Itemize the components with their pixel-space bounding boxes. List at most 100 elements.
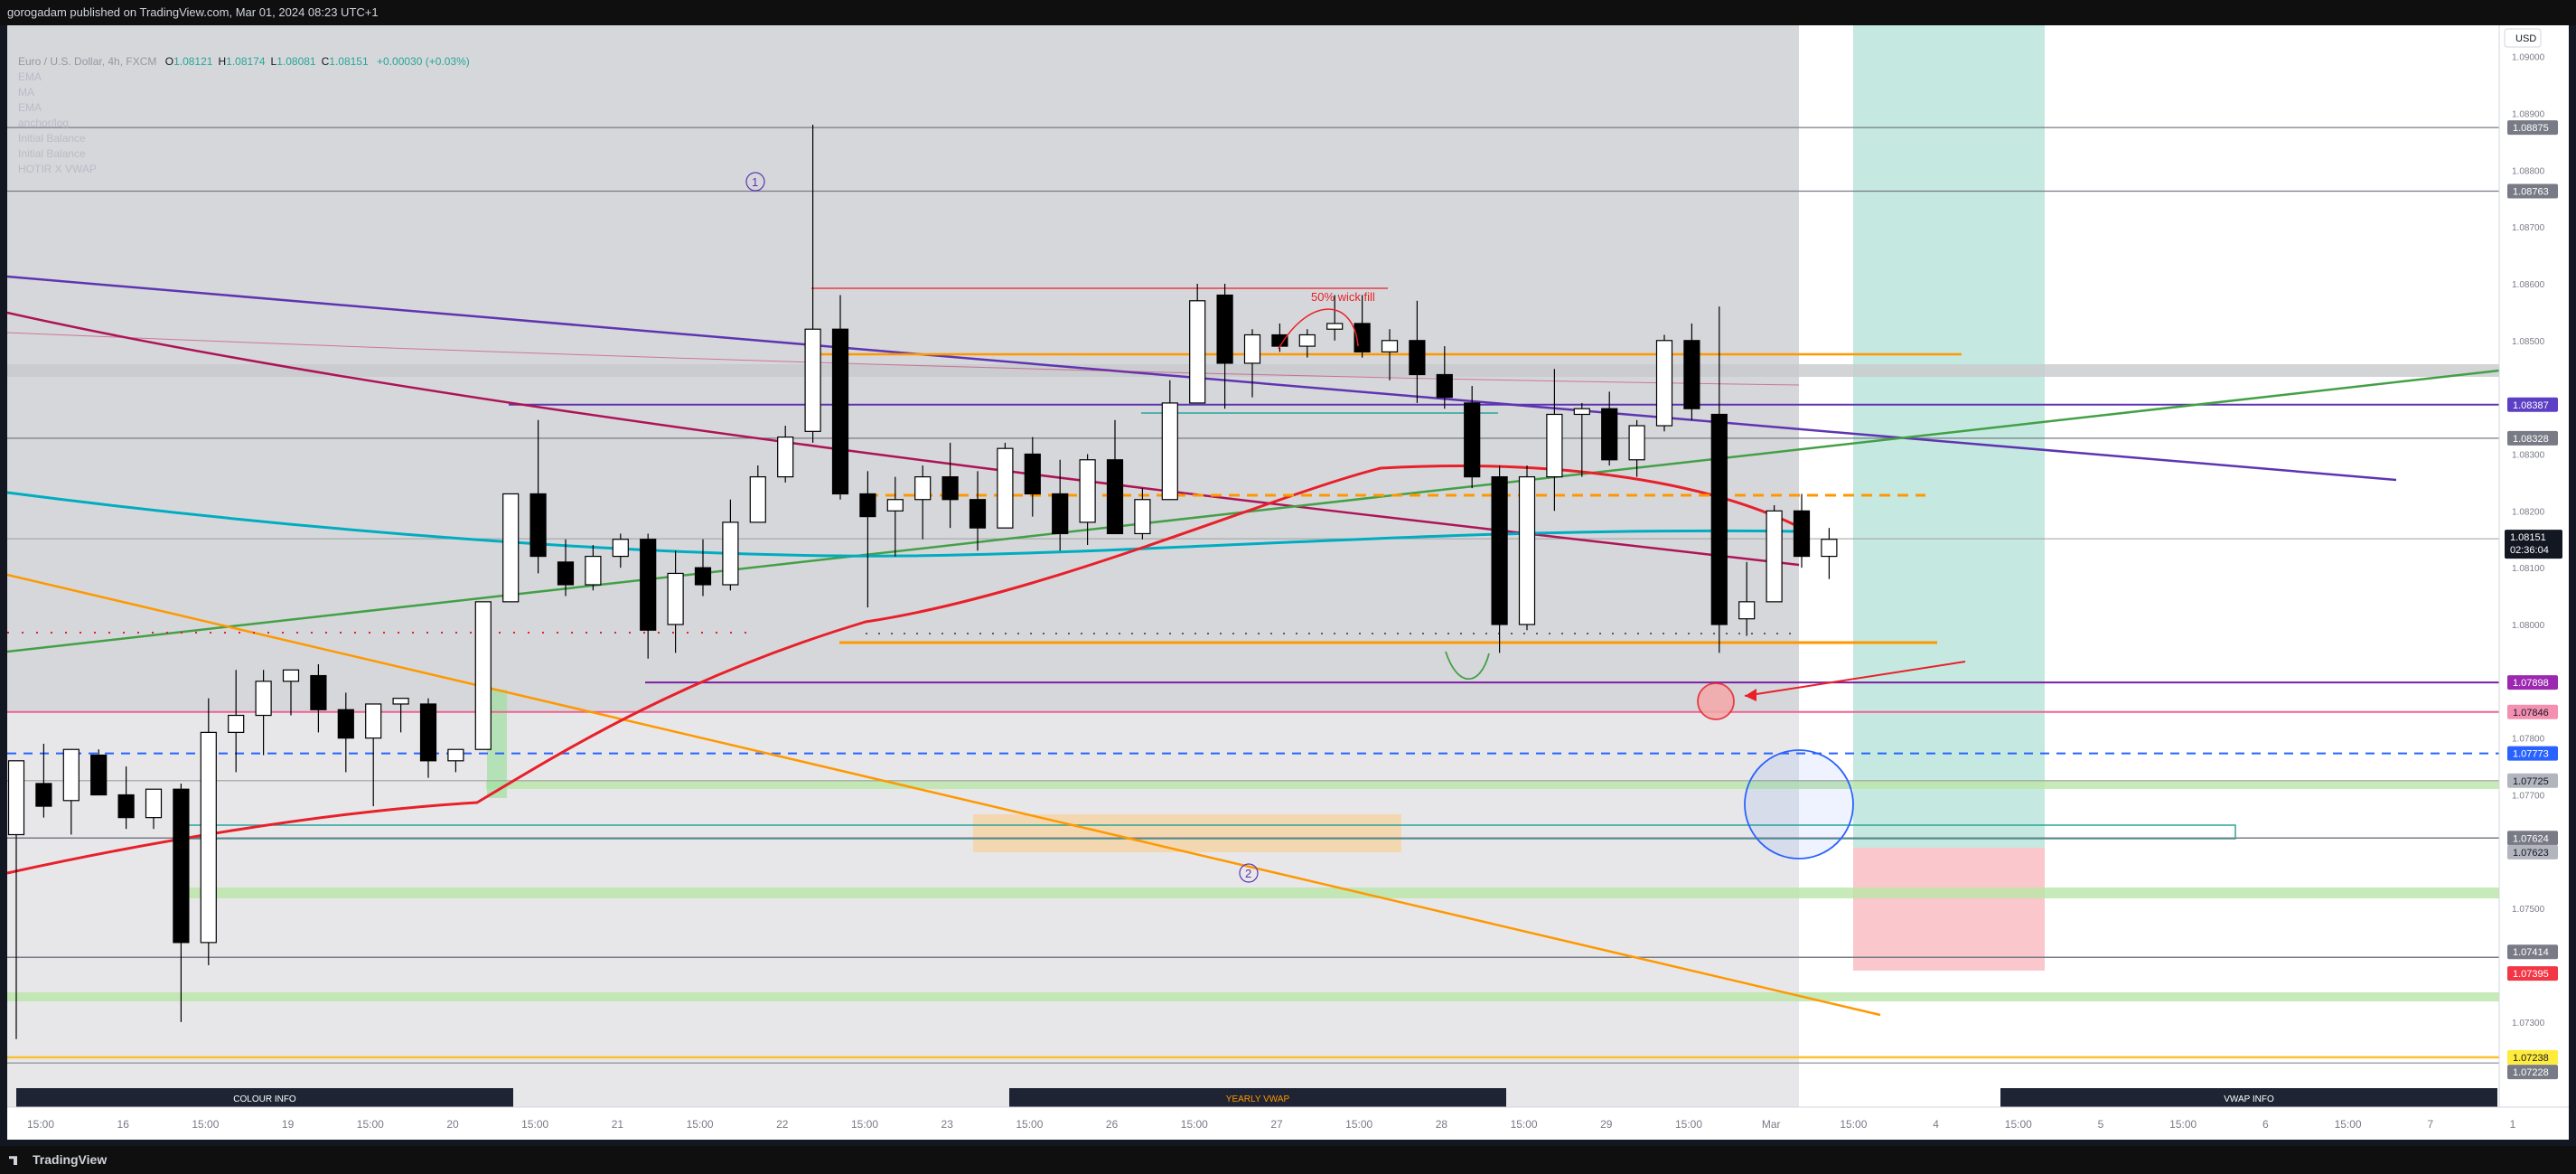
price-tick: 1.09000 [2512,53,2545,63]
candle-body [1738,601,1756,620]
candle [1079,454,1096,546]
marker-2: 2 [1245,867,1251,880]
demand-box-orange [973,814,1401,852]
price-label-bg [2507,966,2558,981]
legend-ohlc-value: 1.08081 [276,55,316,68]
candle [1052,459,1069,551]
candle-body [62,748,80,802]
candle [529,419,547,574]
candle-body [173,788,190,944]
price-label: 1.08763 [2507,183,2558,199]
legend-ohlc-value: 1.08121 [173,55,213,68]
candle-body [1710,413,1728,625]
legend-indicator[interactable]: anchor/log [18,117,70,129]
candle [1518,465,1536,631]
legend-indicator[interactable]: Initial Balance [18,132,86,145]
legend-indicator[interactable]: MA [18,86,34,99]
red-target-circle [1697,682,1735,720]
price-label-text: 1.07846 [2513,708,2549,718]
legend-ohlc-item: C [321,55,330,68]
candle [1298,329,1316,358]
magenta-trendline [6,311,1800,567]
candle-body [1243,333,1261,364]
candle-body [667,572,684,625]
legend-indicator[interactable]: EMA [18,70,42,83]
price-label-bg [2507,675,2558,690]
candle [969,471,987,551]
price-label: 1.07773 [2507,746,2558,761]
price-tick: 1.07700 [2512,792,2545,802]
price-tick: 1.08800 [2512,166,2545,176]
candle [1464,386,1481,489]
legend-indicator[interactable]: Initial Balance [18,147,86,160]
price-label-text: 1.07238 [2513,1053,2549,1064]
time-tick: 15:00 [27,1118,54,1131]
candle-body [228,714,245,733]
candle-body [1161,402,1178,501]
candles [7,125,1838,1039]
candle [1710,306,1728,653]
time-tick: Mar [1762,1118,1781,1131]
price-label-bg [2507,430,2558,446]
candle [749,465,766,523]
candle-body [1052,493,1069,535]
currency-label: USD [2515,33,2536,44]
candle [1628,419,1645,477]
chart-legend: Euro / U.S. Dollar, 4h, FXCM O1.08121 H1.… [18,54,470,177]
candle [1683,323,1700,420]
candle [612,533,629,568]
price-label: 1.08875 [2507,120,2558,136]
candle [1216,283,1233,409]
time-tick: 15:00 [2335,1118,2362,1131]
chart-frame[interactable]: 50% wick fill 1 2 USD 1.091001.090001.08… [6,0,2569,1140]
candle [1024,437,1041,517]
legend-indicator[interactable]: EMA [18,101,42,114]
candle-body [749,476,766,523]
candle-body [419,703,437,762]
time-tick: 15:00 [2169,1118,2197,1131]
candle [1601,391,1618,466]
candle-body [1793,510,1811,558]
price-tick: 1.07500 [2512,905,2545,915]
legend-symbol[interactable]: Euro / U.S. Dollar, 4h, FXCM [18,55,157,68]
candle [1793,493,1811,568]
tradingview-logo[interactable]: TradingView [9,1146,107,1174]
candle [337,692,354,773]
candle [117,766,135,830]
candle [1766,505,1783,603]
currency-badge[interactable] [2504,28,2542,48]
time-tick: 23 [941,1118,954,1131]
last-price: 1.08151 [2510,532,2546,543]
legend-ohlc: O1.08121 H1.08174 L1.08081 C1.08151 [160,55,369,68]
price-axis[interactable]: USD 1.091001.090001.089001.088001.087001… [2498,0,2569,1107]
candle [585,545,602,591]
candle-body [1683,340,1700,409]
candle [1381,329,1399,380]
candle-body [804,328,821,432]
time-tick: 16 [117,1118,130,1131]
price-labels: 1.08875 1.08763 1.08387 1.08328 1.07898 1.078… [2507,120,2558,1080]
legend-indicator[interactable]: HOTIR X VWAP [18,163,97,175]
time-axis-bg [7,1107,2569,1140]
candle [310,663,327,733]
candle-body [1134,499,1151,535]
price-label: 1.07238 [2507,1049,2558,1065]
time-ticks: 15:00 16 15:00 19 15:00 20 15:00 21 15:00 22 15:00… [27,1118,2516,1131]
marker-1-circle [745,172,765,192]
price-chart[interactable]: 50% wick fill 1 2 USD 1.091001.090001.08… [6,0,2569,1140]
candle-body [1106,459,1124,535]
candle-body [1766,510,1783,603]
candle-body [255,681,272,717]
price-label-text: 1.07395 [2513,969,2549,980]
candle-body [1821,539,1838,558]
price-label: 1.07414 [2507,944,2558,960]
candle-body [502,493,520,603]
candle-body [35,783,52,807]
price-label-bg [2507,1049,2558,1065]
candle [255,670,272,756]
time-tick: 15:00 [192,1118,219,1131]
time-axis[interactable]: 15:00 16 15:00 19 15:00 20 15:00 21 15:00 22 15:00… [7,1106,2569,1140]
candle-body [886,499,904,512]
candle [282,669,300,716]
footer-bar: TradingView [0,1146,2576,1174]
